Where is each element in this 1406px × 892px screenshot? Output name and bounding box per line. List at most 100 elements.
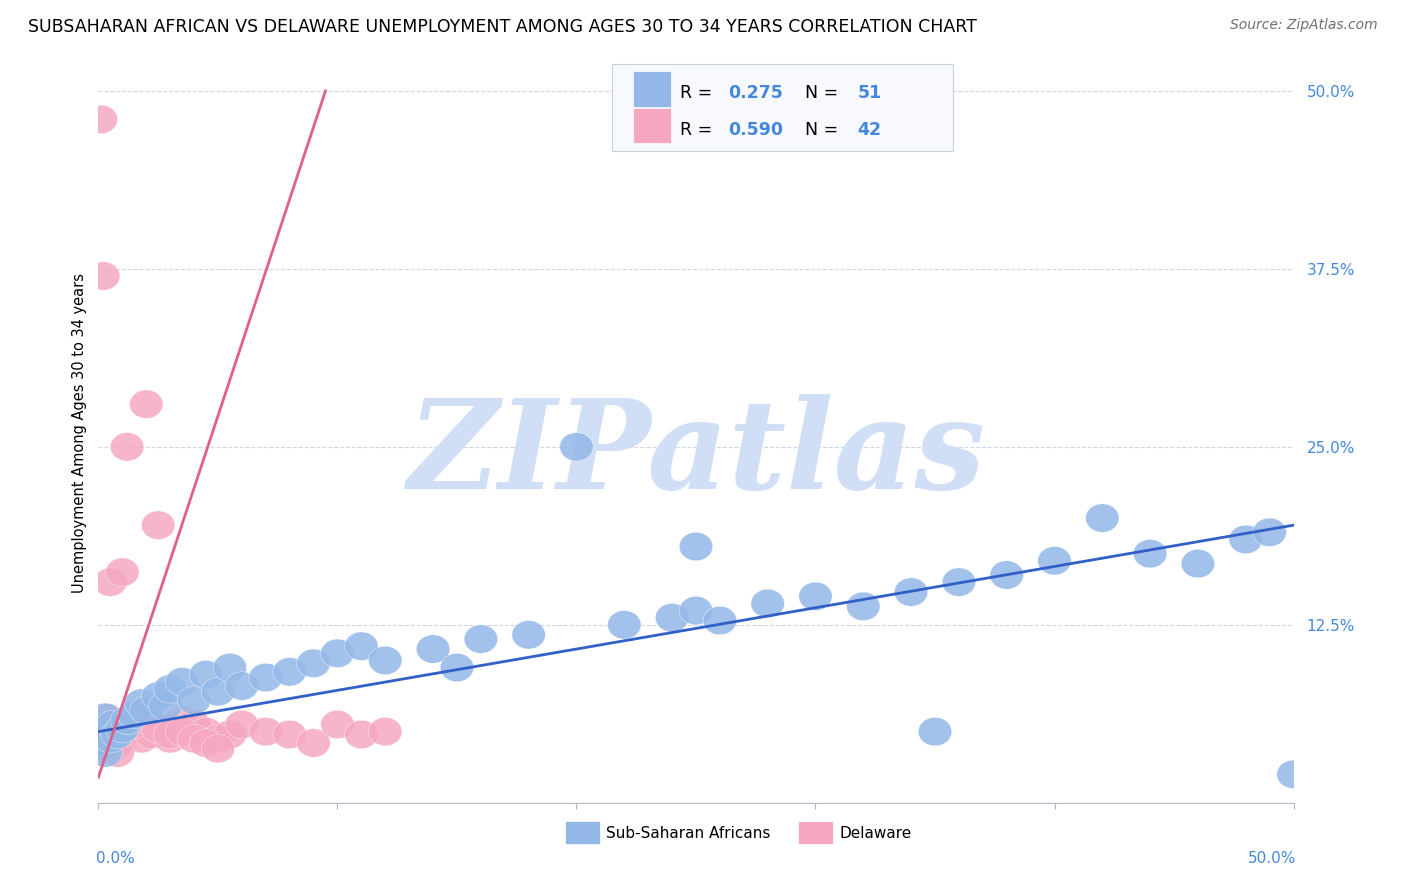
Ellipse shape bbox=[201, 724, 235, 753]
Ellipse shape bbox=[214, 653, 246, 681]
Ellipse shape bbox=[846, 592, 880, 621]
Ellipse shape bbox=[142, 714, 174, 743]
Ellipse shape bbox=[560, 433, 593, 461]
Ellipse shape bbox=[153, 674, 187, 703]
Ellipse shape bbox=[177, 686, 211, 714]
Ellipse shape bbox=[703, 607, 737, 635]
Ellipse shape bbox=[89, 703, 122, 731]
Text: 0.275: 0.275 bbox=[728, 84, 783, 103]
Ellipse shape bbox=[918, 717, 952, 746]
Ellipse shape bbox=[512, 621, 546, 649]
Ellipse shape bbox=[321, 639, 354, 667]
Ellipse shape bbox=[894, 578, 928, 607]
Ellipse shape bbox=[166, 706, 198, 734]
Ellipse shape bbox=[201, 678, 235, 706]
Ellipse shape bbox=[118, 710, 150, 739]
FancyBboxPatch shape bbox=[613, 64, 953, 152]
Ellipse shape bbox=[225, 710, 259, 739]
Ellipse shape bbox=[153, 724, 187, 753]
Ellipse shape bbox=[129, 390, 163, 418]
Ellipse shape bbox=[273, 657, 307, 686]
Ellipse shape bbox=[111, 433, 143, 461]
Ellipse shape bbox=[96, 710, 129, 739]
Ellipse shape bbox=[942, 568, 976, 597]
Ellipse shape bbox=[1181, 549, 1215, 578]
Ellipse shape bbox=[190, 729, 222, 757]
Ellipse shape bbox=[249, 664, 283, 692]
Ellipse shape bbox=[87, 261, 120, 290]
Ellipse shape bbox=[1133, 540, 1167, 568]
Ellipse shape bbox=[87, 731, 120, 760]
Ellipse shape bbox=[94, 724, 127, 753]
Ellipse shape bbox=[105, 710, 139, 739]
Ellipse shape bbox=[1038, 547, 1071, 575]
Ellipse shape bbox=[94, 710, 127, 739]
Ellipse shape bbox=[142, 681, 174, 710]
Ellipse shape bbox=[679, 597, 713, 624]
Ellipse shape bbox=[190, 660, 222, 689]
Ellipse shape bbox=[118, 700, 150, 729]
Ellipse shape bbox=[368, 646, 402, 674]
Text: R =: R = bbox=[681, 84, 718, 103]
FancyBboxPatch shape bbox=[797, 822, 834, 844]
Ellipse shape bbox=[368, 717, 402, 746]
Ellipse shape bbox=[214, 720, 246, 748]
Ellipse shape bbox=[166, 717, 198, 746]
Ellipse shape bbox=[416, 635, 450, 664]
Ellipse shape bbox=[84, 105, 118, 134]
Ellipse shape bbox=[679, 533, 713, 561]
Ellipse shape bbox=[1253, 518, 1286, 547]
Ellipse shape bbox=[249, 717, 283, 746]
Ellipse shape bbox=[142, 511, 174, 540]
Ellipse shape bbox=[177, 710, 211, 739]
Y-axis label: Unemployment Among Ages 30 to 34 years: Unemployment Among Ages 30 to 34 years bbox=[72, 273, 87, 592]
Text: R =: R = bbox=[681, 121, 718, 139]
Ellipse shape bbox=[799, 582, 832, 611]
Ellipse shape bbox=[297, 649, 330, 678]
Ellipse shape bbox=[135, 720, 167, 748]
Ellipse shape bbox=[190, 717, 222, 746]
Ellipse shape bbox=[201, 734, 235, 763]
Ellipse shape bbox=[607, 611, 641, 639]
Text: Source: ZipAtlas.com: Source: ZipAtlas.com bbox=[1230, 18, 1378, 32]
Ellipse shape bbox=[84, 717, 118, 746]
Ellipse shape bbox=[1277, 760, 1310, 789]
Ellipse shape bbox=[125, 724, 159, 753]
Ellipse shape bbox=[89, 739, 122, 767]
Ellipse shape bbox=[655, 604, 689, 632]
Ellipse shape bbox=[89, 734, 122, 763]
Ellipse shape bbox=[273, 720, 307, 748]
Ellipse shape bbox=[297, 729, 330, 757]
Ellipse shape bbox=[91, 717, 125, 746]
Ellipse shape bbox=[321, 710, 354, 739]
Ellipse shape bbox=[1229, 525, 1263, 554]
Ellipse shape bbox=[129, 696, 163, 724]
Ellipse shape bbox=[149, 714, 183, 743]
Ellipse shape bbox=[105, 558, 139, 586]
Text: 51: 51 bbox=[858, 84, 882, 103]
Ellipse shape bbox=[94, 724, 127, 753]
Ellipse shape bbox=[94, 568, 127, 597]
Ellipse shape bbox=[89, 703, 122, 731]
FancyBboxPatch shape bbox=[565, 822, 600, 844]
Ellipse shape bbox=[440, 653, 474, 681]
Ellipse shape bbox=[177, 724, 211, 753]
Text: Sub-Saharan Africans: Sub-Saharan Africans bbox=[606, 826, 770, 841]
Ellipse shape bbox=[149, 692, 183, 720]
Ellipse shape bbox=[166, 667, 198, 696]
Ellipse shape bbox=[125, 689, 159, 717]
Ellipse shape bbox=[96, 720, 129, 748]
Ellipse shape bbox=[98, 731, 132, 760]
Ellipse shape bbox=[751, 590, 785, 618]
Ellipse shape bbox=[101, 720, 135, 748]
Ellipse shape bbox=[225, 672, 259, 700]
Ellipse shape bbox=[111, 706, 143, 734]
Text: N =: N = bbox=[794, 121, 844, 139]
Ellipse shape bbox=[101, 729, 135, 757]
FancyBboxPatch shape bbox=[633, 108, 671, 144]
Ellipse shape bbox=[1085, 504, 1119, 533]
Text: 0.590: 0.590 bbox=[728, 121, 783, 139]
Ellipse shape bbox=[129, 706, 163, 734]
Ellipse shape bbox=[105, 714, 139, 743]
Ellipse shape bbox=[118, 714, 150, 743]
